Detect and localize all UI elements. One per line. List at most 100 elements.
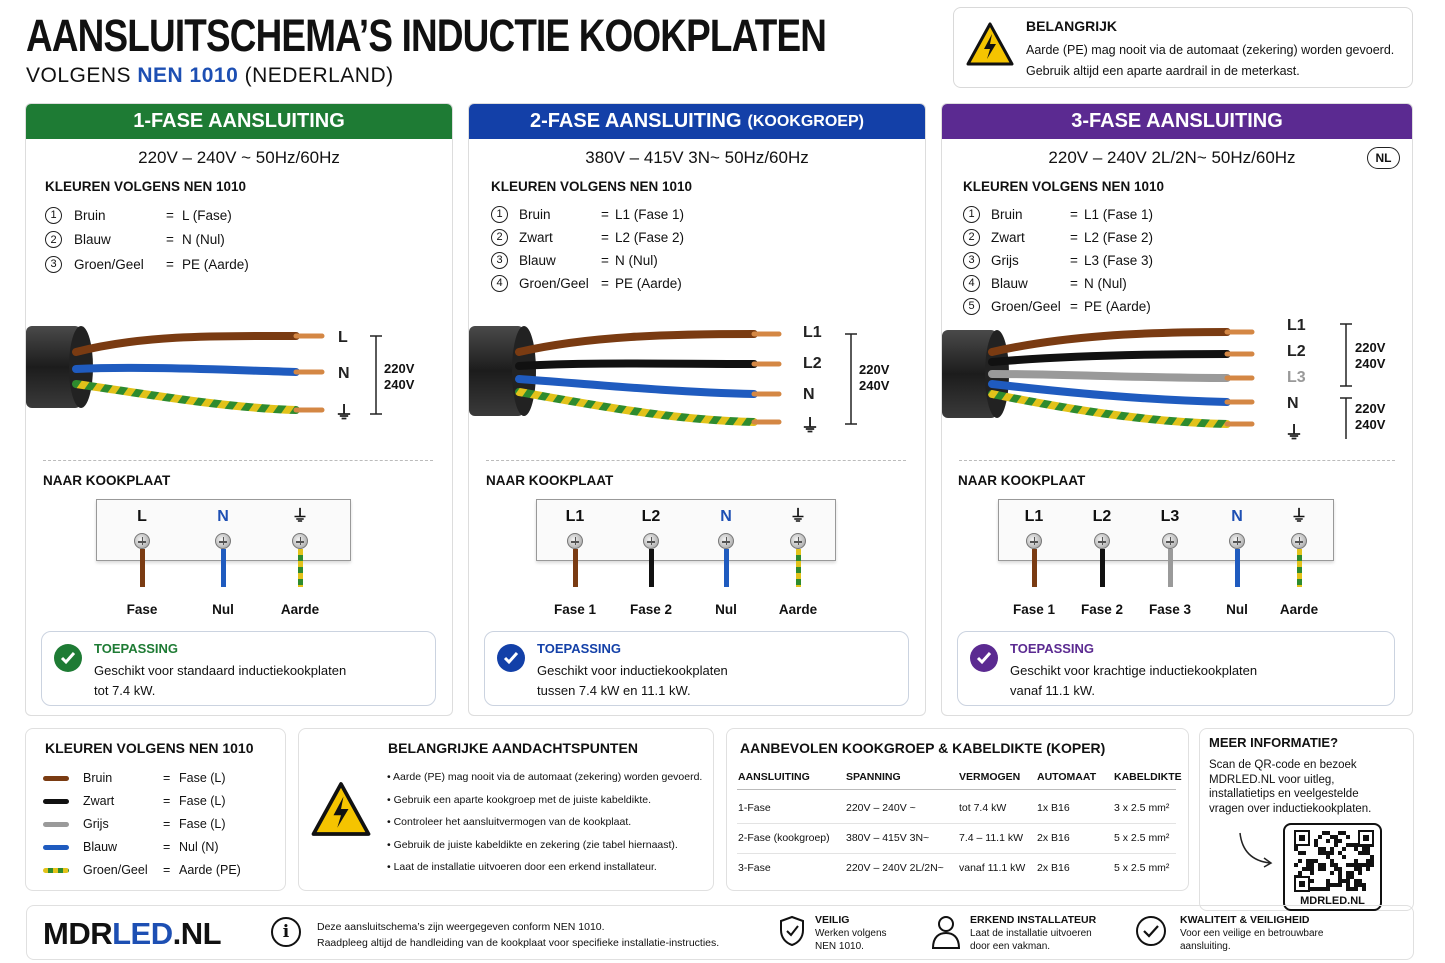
colors-section-title: KLEUREN VOLGENS NEN 1010 <box>491 179 693 194</box>
toepassing-line: Geschikt voor inductiekookplaten <box>537 663 728 678</box>
legend-color-name: Groen/Geel <box>83 863 148 877</box>
wire-swatch <box>43 775 69 781</box>
equals-sign: = <box>1070 275 1078 291</box>
voltage-range-label: 220V 240V <box>1355 340 1386 371</box>
wire-color-name: Blauw <box>74 232 111 247</box>
terminal-wire <box>139 549 145 587</box>
panel-header: 3-FASE AANSLUITING <box>942 104 1412 139</box>
number-badge: 2 <box>45 231 62 248</box>
voltage-range-label: 220V 240V <box>384 361 415 392</box>
legend-color-name: Zwart <box>83 794 115 808</box>
equals-sign: = <box>166 207 174 223</box>
table-title: AANBEVOLEN KOOKGROEP & KABELDIKTE (KOPER… <box>740 740 1106 756</box>
toepassing-box: TOEPASSING Geschikt voor standaard induc… <box>41 631 436 706</box>
terminal-screw-icon <box>215 533 231 549</box>
nl-badge: NL <box>1367 147 1400 169</box>
attention-item: • Controleer het aansluitvermogen van de… <box>387 816 632 828</box>
table-cell: 2x B16 <box>1037 862 1070 874</box>
high-voltage-warning-icon <box>311 782 371 836</box>
table-cell: 7.4 – 11.1 kW <box>959 832 1024 844</box>
attention-text: Laat de installatie uitvoeren door een e… <box>393 861 657 873</box>
legend-function: Fase (L) <box>179 817 226 831</box>
colors-section-title: KLEUREN VOLGENS NEN 1010 <box>963 179 1165 194</box>
terminal-wire <box>1296 549 1302 587</box>
number-badge: 4 <box>491 274 508 292</box>
wire-color-name: Blauw <box>519 252 556 268</box>
voltage-label: 220V – 240V 2L/2N~ 50Hz/60Hz <box>1048 148 1296 167</box>
attention-text: Aarde (PE) mag nooit via de automaat (ze… <box>393 771 703 783</box>
panel-header: 2-FASE AANSLUITING (KOOKGROEP) <box>469 104 925 139</box>
wire-label: N <box>1287 395 1299 412</box>
wire-label: L <box>338 329 348 346</box>
legend-row: Zwart = Fase (L) <box>43 793 273 809</box>
earth-symbol-icon: ⏚ <box>1285 423 1303 443</box>
check-icon <box>54 644 82 672</box>
attention-box: BELANGRIJKE AANDACHTSPUNTEN • Aarde (PE)… <box>298 728 714 891</box>
wire-swatch <box>43 798 69 804</box>
terminal: N <box>701 499 751 599</box>
footer: MDRLED.NL i Deze aansluitschema’s zijn w… <box>26 905 1414 960</box>
color-row: 2 Blauw = N (Nul) <box>45 231 345 249</box>
wire-function: PE (Aarde) <box>182 256 249 272</box>
terminal: ⏚ <box>275 499 325 599</box>
number-badge: 3 <box>963 251 980 269</box>
wire-label: L1 <box>1287 317 1306 334</box>
terminal-function-label: Aarde <box>778 602 818 617</box>
color-row: 3 Blauw = N (Nul) <box>491 251 791 269</box>
info-title: MEER INFORMATIE? <box>1209 735 1339 750</box>
shield-check-icon <box>780 915 804 947</box>
check-circle-icon <box>1136 916 1166 946</box>
wire-function: L2 (Fase 2) <box>1084 229 1154 245</box>
qr-code-icon <box>1294 830 1374 892</box>
legend-color-name: Blauw <box>83 840 118 854</box>
table-header: KABELDIKTE <box>1114 771 1182 783</box>
terminal-label: L1 <box>1024 508 1044 525</box>
toepassing-box: TOEPASSING Geschikt voor inductiekookpla… <box>484 631 909 706</box>
attention-text: Gebruik de juiste kabeldikte en zekering… <box>393 838 678 851</box>
legend-function: Nul (N) <box>179 840 219 854</box>
terminal: L1 <box>1009 499 1059 599</box>
color-legend-box: KLEUREN VOLGENS NEN 1010 Bruin = Fase (L) Z… <box>25 728 286 891</box>
equals-sign: = <box>163 817 171 831</box>
table-cell: 1x B16 <box>1037 802 1070 814</box>
number-badge: 1 <box>963 205 980 223</box>
terminal-wire <box>648 549 654 587</box>
toepassing-title: TOEPASSING <box>1010 641 1095 656</box>
voltage-range-label: 220V 240V <box>1355 401 1386 432</box>
check-icon <box>970 644 998 672</box>
equals-sign: = <box>601 229 609 245</box>
number-badge: 5 <box>963 297 980 315</box>
equals-sign: = <box>1070 206 1078 222</box>
table-cell: 2x B16 <box>1037 832 1070 844</box>
equals-sign: = <box>166 232 174 247</box>
equals-sign: = <box>1070 252 1078 268</box>
attention-item: • Laat de installatie uitvoeren door een… <box>387 861 657 873</box>
attention-title: BELANGRIJKE AANDACHTSPUNTEN <box>388 740 638 756</box>
qr-code[interactable]: MDRLED.NL <box>1283 823 1382 911</box>
terminal-screw-icon <box>567 533 583 549</box>
number-badge: 2 <box>963 228 980 246</box>
terminal: ⏚ <box>773 499 823 599</box>
info-text: Scan de QR-code en bezoek MDRLED.NL voor … <box>1209 759 1372 815</box>
mdrled-logo[interactable]: MDRLED.NL <box>43 916 222 951</box>
color-row: 1 Bruin = L1 (Fase 1) <box>491 205 791 223</box>
cable-illustration <box>469 326 857 426</box>
attention-text: Controleer het aansluitvermogen van de k… <box>393 816 632 828</box>
equals-sign: = <box>601 252 609 268</box>
wire-color-name: Grijs <box>991 252 1019 268</box>
terminal-function-label: Nul <box>715 602 737 617</box>
wire-color-name: Groen/Geel <box>519 275 589 291</box>
terminal: L3 <box>1145 499 1195 599</box>
terminal-screw-icon <box>1026 533 1042 549</box>
table-cell: tot 7.4 kW <box>959 802 1007 814</box>
legend-function: Fase (L) <box>179 771 226 785</box>
terminal-screw-icon <box>1094 533 1110 549</box>
wire-label: L2 <box>803 355 822 372</box>
terminal-function-label: Fase 1 <box>1012 602 1056 617</box>
footer-feature: VEILIG Werken volgens NEN 1010. <box>815 914 887 952</box>
equals-sign: = <box>1070 229 1078 245</box>
attention-item: • Aarde (PE) mag nooit via de automaat (… <box>387 771 703 783</box>
wire-label: L1 <box>803 324 822 341</box>
arrow-icon <box>1239 832 1273 868</box>
color-row: 2 Zwart = L2 (Fase 2) <box>963 228 1263 246</box>
